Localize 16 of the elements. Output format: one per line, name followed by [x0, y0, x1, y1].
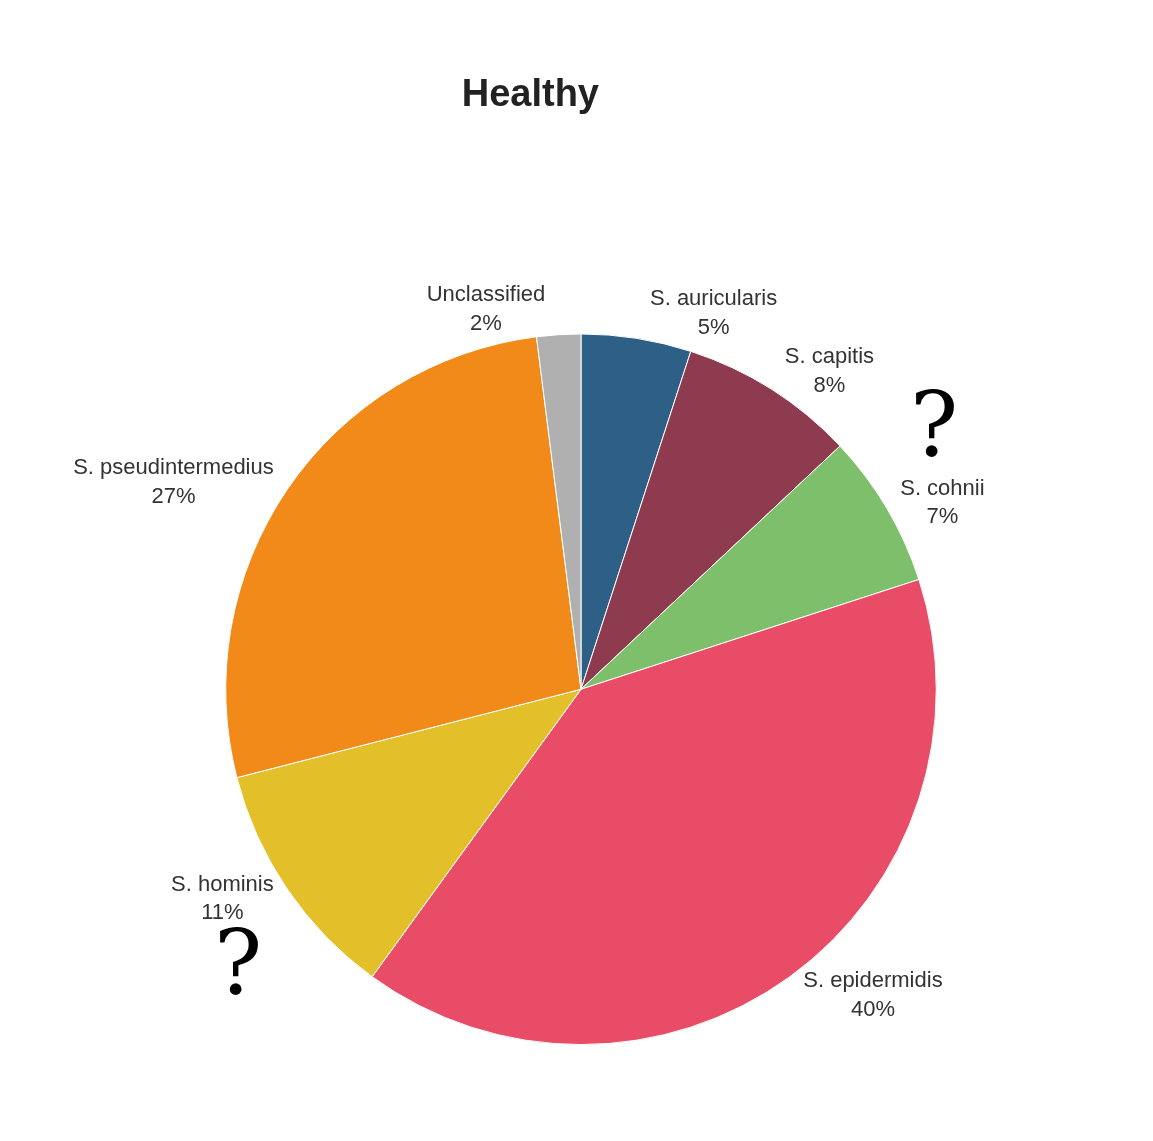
- slice-label: Unclassified: [426, 281, 546, 307]
- slice-label: S. hominis: [171, 870, 274, 896]
- slice-label: S. epidermidis: [803, 967, 943, 993]
- chart-title: Healthy: [461, 72, 600, 115]
- data-label: 5%: [697, 314, 730, 340]
- data-label: 40%: [850, 996, 895, 1022]
- slice-label: S. cohnii: [900, 474, 985, 500]
- data-label: 2%: [470, 309, 502, 335]
- text: ?: [910, 372, 959, 477]
- data-label: 8%: [813, 371, 846, 397]
- slice-label: S. capitis: [784, 343, 875, 369]
- data-label: 7%: [926, 503, 959, 529]
- data-label: 11%: [201, 899, 244, 925]
- data-label: 27%: [151, 482, 196, 508]
- slice-label: S. pseudintermedius: [73, 454, 274, 480]
- slice-label: S. auricularis: [649, 285, 778, 311]
